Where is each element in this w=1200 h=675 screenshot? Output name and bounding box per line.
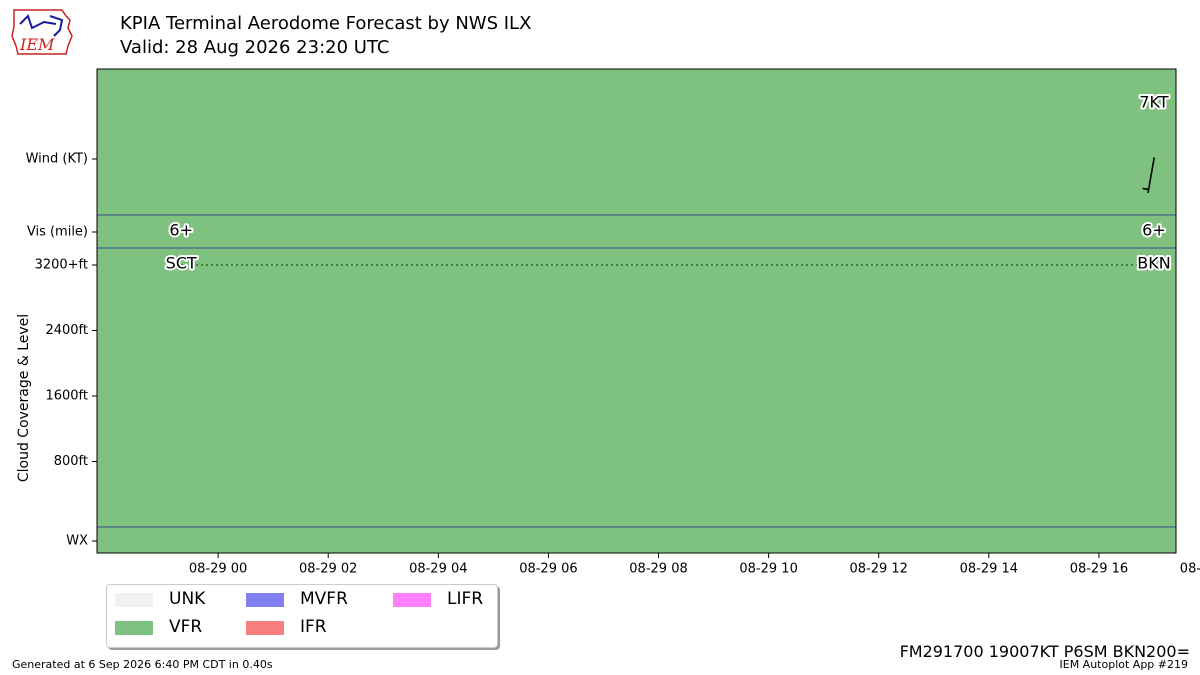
y-tick-label-wind: Wind (KT) <box>26 152 88 167</box>
legend-label-unk: UNK <box>169 589 206 609</box>
y-tick-label-cloud-2: 1600ft <box>45 389 88 404</box>
chart-title: KPIA Terminal Aerodome Forecast by NWS I… <box>120 13 532 34</box>
iem-logo: IEM <box>11 9 73 55</box>
x-tick-label-9: 08-29 18 <box>1180 562 1200 577</box>
x-tick-label-2: 08-29 04 <box>409 562 467 577</box>
x-tick-label-8: 08-29 16 <box>1070 562 1128 577</box>
x-tick-label-4: 08-29 08 <box>629 562 687 577</box>
legend-label-ifr: IFR <box>300 617 327 637</box>
cloud-label-1: BKN <box>1137 254 1170 273</box>
wind-barb-half-1 <box>1142 187 1149 191</box>
chart-subtitle: Valid: 28 Aug 2026 23:20 UTC <box>120 37 390 58</box>
generated-text: Generated at 6 Sep 2026 6:40 PM CDT in 0… <box>12 658 273 671</box>
y-tick-label-cloud-3: 800ft <box>54 454 88 469</box>
x-tick-label-5: 08-29 10 <box>739 562 797 577</box>
logo-text: IEM <box>19 35 55 54</box>
y-axis-label: Cloud Coverage & Level <box>16 314 32 482</box>
x-tick-label-3: 08-29 06 <box>519 562 577 577</box>
vis-label-0: 6+ <box>169 221 193 240</box>
legend-swatch-vfr <box>115 621 153 635</box>
y-tick-label-vis: Vis (mile) <box>27 225 88 240</box>
wind-barb-staff-1 <box>1147 157 1156 194</box>
legend: UNK MVFR LIFR VFR IFR <box>106 584 498 648</box>
app-label: IEM Autoplot App #219 <box>1059 658 1189 671</box>
x-tick-label-7: 08-29 14 <box>960 562 1018 577</box>
x-tick-label-0: 08-29 00 <box>189 562 247 577</box>
legend-label-vfr: VFR <box>169 617 203 637</box>
legend-label-mvfr: MVFR <box>300 589 348 609</box>
y-tick-label-wx: WX <box>66 534 88 549</box>
y-tick-label-cloud-0: 3200+ft <box>35 258 88 273</box>
x-tick-label-6: 08-29 12 <box>849 562 907 577</box>
x-tick-label-1: 08-29 02 <box>299 562 357 577</box>
y-tick-label-cloud-1: 2400ft <box>45 323 88 338</box>
legend-swatch-mvfr <box>246 593 284 607</box>
raw-taf-text: FM291700 19007KT P6SM BKN200= <box>899 642 1190 661</box>
wind-speed-label-1: 7KT <box>1139 93 1168 112</box>
plot-frame <box>96 68 1177 554</box>
legend-label-lifr: LIFR <box>447 589 484 609</box>
legend-swatch-lifr <box>393 593 431 607</box>
cloud-label-0: SCT <box>166 254 197 273</box>
vis-label-1: 6+ <box>1142 221 1166 240</box>
legend-swatch-ifr <box>246 621 284 635</box>
legend-swatch-unk <box>115 593 153 607</box>
flight-category-band-0 <box>97 69 1176 553</box>
